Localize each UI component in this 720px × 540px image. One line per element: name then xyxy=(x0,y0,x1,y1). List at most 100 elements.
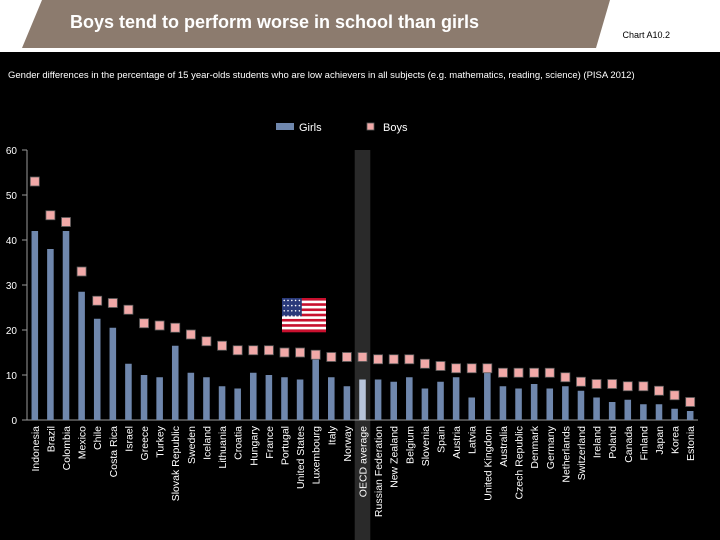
x-category-label: Switzerland xyxy=(576,426,588,480)
girls-bar xyxy=(577,390,585,420)
y-tick-label: 60 xyxy=(6,146,18,157)
x-category-label: Mexico xyxy=(77,426,89,459)
girls-bar xyxy=(530,384,538,420)
girls-bar xyxy=(390,381,397,420)
girls-bar xyxy=(546,388,554,420)
boys-marker xyxy=(170,322,181,333)
girls-bar xyxy=(47,249,54,420)
boys-marker xyxy=(420,358,430,369)
boys-marker xyxy=(466,363,477,374)
x-category-label: Norway xyxy=(342,425,354,461)
boys-marker xyxy=(513,367,524,378)
girls-bar xyxy=(109,327,117,420)
boys-marker xyxy=(107,298,118,308)
x-category-label: Iceland xyxy=(201,426,213,460)
x-category-label: United Kingdom xyxy=(482,426,494,501)
boys-marker xyxy=(576,376,586,387)
girls-bar xyxy=(93,318,101,420)
boys-marker xyxy=(544,367,555,378)
x-category-label: Germany xyxy=(545,425,557,469)
boys-marker xyxy=(404,354,415,365)
boys-marker xyxy=(435,361,446,371)
girls-bar xyxy=(406,377,413,420)
girls-bar xyxy=(468,397,476,420)
boys-marker xyxy=(373,354,384,365)
x-category-label: Estonia xyxy=(685,426,697,461)
x-category-label: Indonesia xyxy=(30,426,42,472)
boys-marker xyxy=(357,352,368,362)
boys-marker xyxy=(263,345,274,356)
boys-marker xyxy=(654,385,664,396)
girls-bar xyxy=(187,372,195,420)
x-category-label: Russian Federation xyxy=(373,426,385,517)
x-category-label: Slovak Republic xyxy=(170,426,182,501)
boys-marker xyxy=(154,320,165,331)
x-category-label: United States xyxy=(295,426,307,489)
title-banner: Boys tend to perform worse in school tha… xyxy=(22,0,610,48)
boys-marker xyxy=(498,367,508,378)
x-category-label: Ireland xyxy=(592,426,604,458)
title-banner-shape xyxy=(22,0,610,48)
boys-marker xyxy=(201,336,212,347)
x-category-label: Netherlands xyxy=(560,426,572,483)
x-category-label: Lithuania xyxy=(217,426,229,469)
boys-marker xyxy=(45,210,56,221)
boys-marker xyxy=(482,363,493,374)
page-title: Boys tend to perform worse in school tha… xyxy=(70,12,480,32)
y-tick-label: 0 xyxy=(11,416,17,427)
x-category-label: Italy xyxy=(326,425,338,445)
x-category-label: Canada xyxy=(623,426,635,463)
boys-marker xyxy=(248,345,259,356)
x-category-label: OECD average xyxy=(358,426,370,497)
legend-girls-swatch xyxy=(276,123,294,130)
girls-bar xyxy=(234,388,241,420)
x-category-label: Croatia xyxy=(233,426,245,460)
x-category-label: Luxembourg xyxy=(311,426,323,485)
girls-bar xyxy=(562,386,569,420)
y-tick-label: 50 xyxy=(6,191,18,202)
boys-marker xyxy=(622,381,633,392)
girls-bar xyxy=(265,375,273,420)
girls-bar xyxy=(62,231,70,420)
girls-bar xyxy=(624,399,632,420)
girls-bar xyxy=(296,379,304,420)
boys-marker xyxy=(685,397,696,407)
girls-bar xyxy=(515,388,522,420)
girls-bar xyxy=(218,386,226,420)
x-category-label: Denmark xyxy=(529,425,541,468)
girls-bar xyxy=(421,388,429,420)
girls-bar xyxy=(437,381,444,420)
boys-marker xyxy=(76,266,87,277)
x-category-label: Spain xyxy=(436,426,448,453)
girls-bar xyxy=(125,363,132,420)
x-category-label: Costa Rica xyxy=(108,426,120,478)
boys-marker xyxy=(607,379,618,389)
x-category-label: Finland xyxy=(638,426,650,461)
girls-bar xyxy=(686,411,694,420)
girls-bar xyxy=(499,386,507,420)
girls-bar xyxy=(281,377,288,420)
oecd-highlight-band xyxy=(354,150,371,540)
legend-boys-label: Boys xyxy=(383,122,408,134)
boys-marker xyxy=(61,217,71,227)
x-category-label: France xyxy=(264,426,276,459)
girls-bar xyxy=(171,345,179,420)
boys-marker xyxy=(560,372,571,383)
y-tick-label: 20 xyxy=(6,326,18,337)
girls-bar xyxy=(312,359,319,420)
girls-bar xyxy=(671,408,678,420)
chart-reference: Chart A10.2 xyxy=(622,30,670,40)
boys-marker xyxy=(295,347,305,358)
boys-marker xyxy=(451,363,462,374)
girls-bar xyxy=(78,291,85,420)
boys-marker xyxy=(185,329,196,340)
x-category-label: Colombia xyxy=(61,426,73,471)
girls-bar xyxy=(359,379,366,420)
boys-marker xyxy=(123,304,134,315)
y-tick-label: 40 xyxy=(6,236,18,247)
boys-marker xyxy=(669,390,680,401)
x-category-label: Israel xyxy=(123,426,135,452)
legend-boys-swatch xyxy=(366,122,375,131)
